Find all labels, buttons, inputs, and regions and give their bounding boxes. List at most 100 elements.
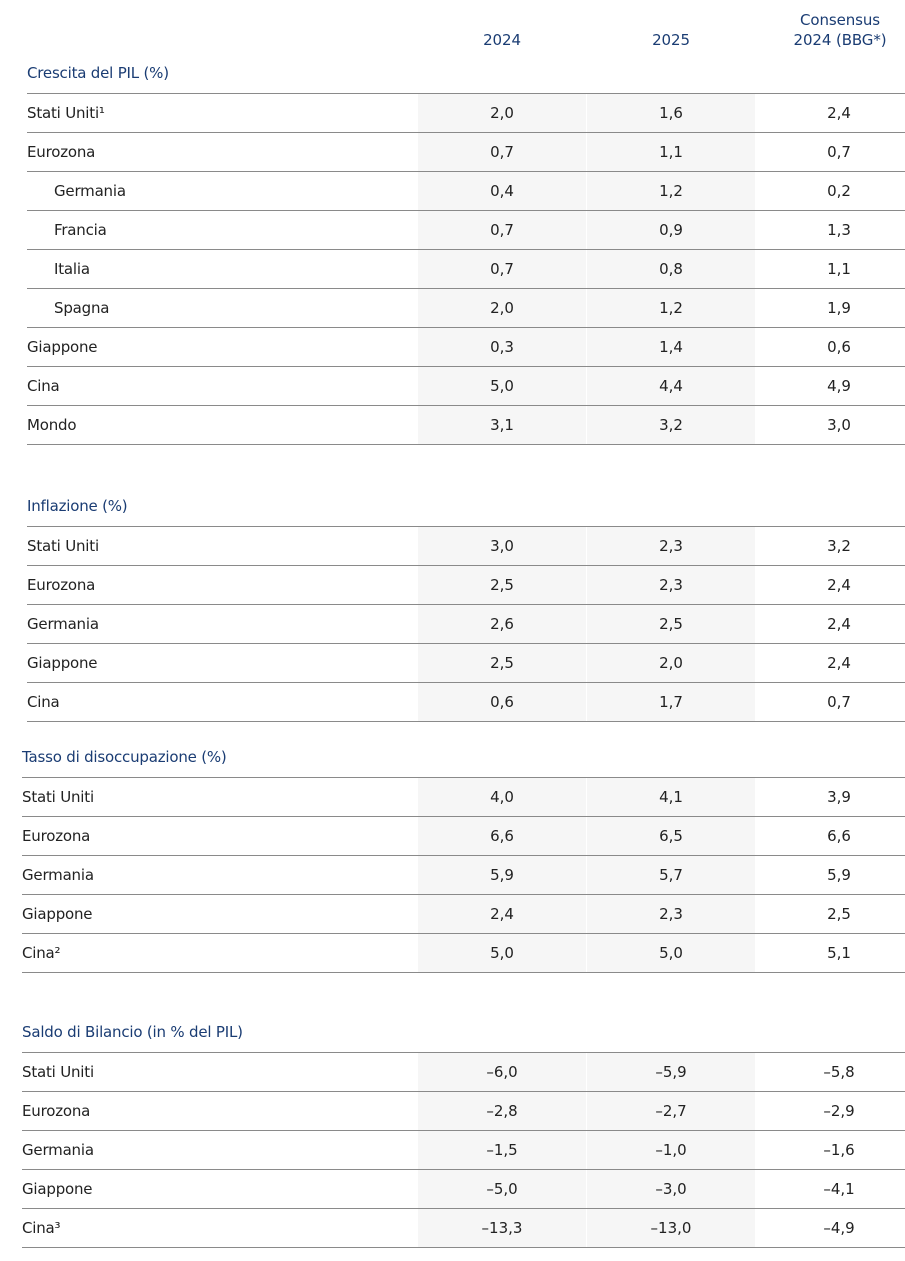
value-consensus: 2,4	[827, 576, 851, 594]
value-2025: 5,7	[587, 856, 755, 894]
value-2024: 3,0	[418, 527, 586, 565]
section-title: Saldo di Bilancio (in % del PIL)	[22, 1023, 243, 1041]
row-label: Cina	[27, 377, 60, 395]
value-2025: –1,0	[587, 1131, 755, 1169]
row-label: Giappone	[27, 654, 98, 672]
row-label: Cina³	[22, 1219, 61, 1237]
value-consensus: 4,9	[827, 377, 851, 395]
row-label: Germania	[22, 1141, 94, 1159]
table-row: Cina 0,6 1,7 0,7	[27, 683, 905, 722]
row-label: Eurozona	[27, 576, 96, 594]
row-label: Germania	[27, 615, 99, 633]
value-2025: 2,3	[587, 566, 755, 604]
row-label: Eurozona	[22, 1102, 91, 1120]
table-row: Cina² 5,0 5,0 5,1	[22, 934, 905, 973]
section-title: Inflazione (%)	[27, 497, 128, 515]
value-2025: 1,2	[587, 172, 755, 210]
value-consensus: 3,2	[827, 537, 851, 555]
row-label: Giappone	[22, 1180, 93, 1198]
row-label: Italia	[54, 260, 90, 278]
value-consensus: 0,6	[827, 338, 851, 356]
table-rows: Stati Uniti –6,0 –5,9 –5,8 Eurozona –2,8 –2,7–…	[22, 1052, 905, 1248]
value-consensus: 6,6	[827, 827, 851, 845]
value-consensus: 1,1	[827, 260, 851, 278]
value-2025: 3,2	[587, 406, 755, 444]
value-2024: 5,9	[418, 856, 586, 894]
value-2024: –6,0	[418, 1053, 586, 1091]
row-label: Germania	[22, 866, 94, 884]
value-consensus: 3,9	[827, 788, 851, 806]
value-2024: 2,0	[418, 289, 586, 327]
table-row: Mondo 3,1 3,2 3,0	[27, 406, 905, 445]
value-2024: 4,0	[418, 778, 586, 816]
value-consensus: –2,9	[823, 1102, 855, 1120]
table-row: Giappone –5,0 –3,0 –4,1	[22, 1170, 905, 1209]
value-2025: 0,9	[587, 211, 755, 249]
value-2024: 2,0	[418, 94, 586, 132]
section-title: Tasso di disoccupazione (%)	[22, 748, 227, 766]
value-2025: 4,4	[587, 367, 755, 405]
row-label: Stati Uniti	[27, 537, 99, 555]
value-consensus: 0,7	[827, 143, 851, 161]
value-2024: 0,7	[418, 250, 586, 288]
table-row: Eurozona 0,7 1,1 0,7	[27, 133, 905, 172]
row-label: Spagna	[54, 299, 110, 317]
value-consensus: –4,1	[823, 1180, 855, 1198]
value-2024: 0,7	[418, 133, 586, 171]
row-label: Stati Uniti	[22, 788, 94, 806]
value-2025: 5,0	[587, 934, 755, 972]
value-2025: 1,2	[587, 289, 755, 327]
value-2024: –1,5	[418, 1131, 586, 1169]
value-2024: –13,3	[418, 1209, 586, 1247]
table-row: Stati Uniti –6,0 –5,9 –5,8	[22, 1053, 905, 1092]
row-label: Mondo	[27, 416, 77, 434]
row-label: Stati Uniti¹	[27, 104, 105, 122]
value-consensus: 3,0	[827, 416, 851, 434]
table-row: Giappone 2,4 2,3 2,5	[22, 895, 905, 934]
table-row: Stati Uniti 4,0 4,1 3,9	[22, 778, 905, 817]
table-header: 2024 2025 Consensus 2024 (BBG*)	[0, 0, 905, 60]
value-consensus: 1,9	[827, 299, 851, 317]
value-consensus: 0,2	[827, 182, 851, 200]
table-row: Eurozona –2,8 –2,7 –2,9	[22, 1092, 905, 1131]
table-row: Spagna 2,0 1,2 1,9	[27, 289, 905, 328]
value-consensus: 2,4	[827, 615, 851, 633]
row-label: Eurozona	[22, 827, 91, 845]
value-2025: 1,4	[587, 328, 755, 366]
value-2025: –13,0	[587, 1209, 755, 1247]
table-row: Germania 0,4 1,2 0,2	[27, 172, 905, 211]
value-consensus: 2,4	[827, 104, 851, 122]
row-label: Cina²	[22, 944, 61, 962]
value-2024: 2,4	[418, 895, 586, 933]
header-col-2024: 2024	[483, 31, 521, 49]
table-row: Giappone 0,3 1,4 0,6	[27, 328, 905, 367]
value-2024: 2,5	[418, 566, 586, 604]
value-consensus: 2,4	[827, 654, 851, 672]
table-row: Italia 0,7 0,8 1,1	[27, 250, 905, 289]
value-consensus: 5,1	[827, 944, 851, 962]
value-2024: –2,8	[418, 1092, 586, 1130]
table-row: Germania 5,9 5,7 5,9	[22, 856, 905, 895]
value-consensus: –1,6	[823, 1141, 855, 1159]
value-2025: 2,5	[587, 605, 755, 643]
value-2024: 2,6	[418, 605, 586, 643]
table-row: Germania 2,6 2,5 2,4	[27, 605, 905, 644]
value-2025: 1,1	[587, 133, 755, 171]
table-rows: Stati Uniti¹ 2,0 1,6 2,4 Eurozona 0,7 1,1 0,7 Ge…	[27, 93, 905, 445]
value-consensus: 2,5	[827, 905, 851, 923]
table-row: Stati Uniti¹ 2,0 1,6 2,4	[27, 94, 905, 133]
value-2025: 2,0	[587, 644, 755, 682]
value-consensus: 0,7	[827, 693, 851, 711]
value-2024: 6,6	[418, 817, 586, 855]
value-2025: 1,6	[587, 94, 755, 132]
table-rows: Stati Uniti 4,0 4,1 3,9 Eurozona 6,6 6,5 6,6 Ger…	[22, 777, 905, 973]
table-row: Stati Uniti 3,0 2,3 3,2	[27, 527, 905, 566]
value-2025: 6,5	[587, 817, 755, 855]
table-row: Eurozona 6,6 6,5 6,6	[22, 817, 905, 856]
table-row: Cina 5,0 4,4 4,9	[27, 367, 905, 406]
value-2025: –5,9	[587, 1053, 755, 1091]
section-title: Crescita del PIL (%)	[27, 64, 169, 82]
value-2024: 5,0	[418, 367, 586, 405]
value-2024: 3,1	[418, 406, 586, 444]
row-label: Giappone	[22, 905, 93, 923]
